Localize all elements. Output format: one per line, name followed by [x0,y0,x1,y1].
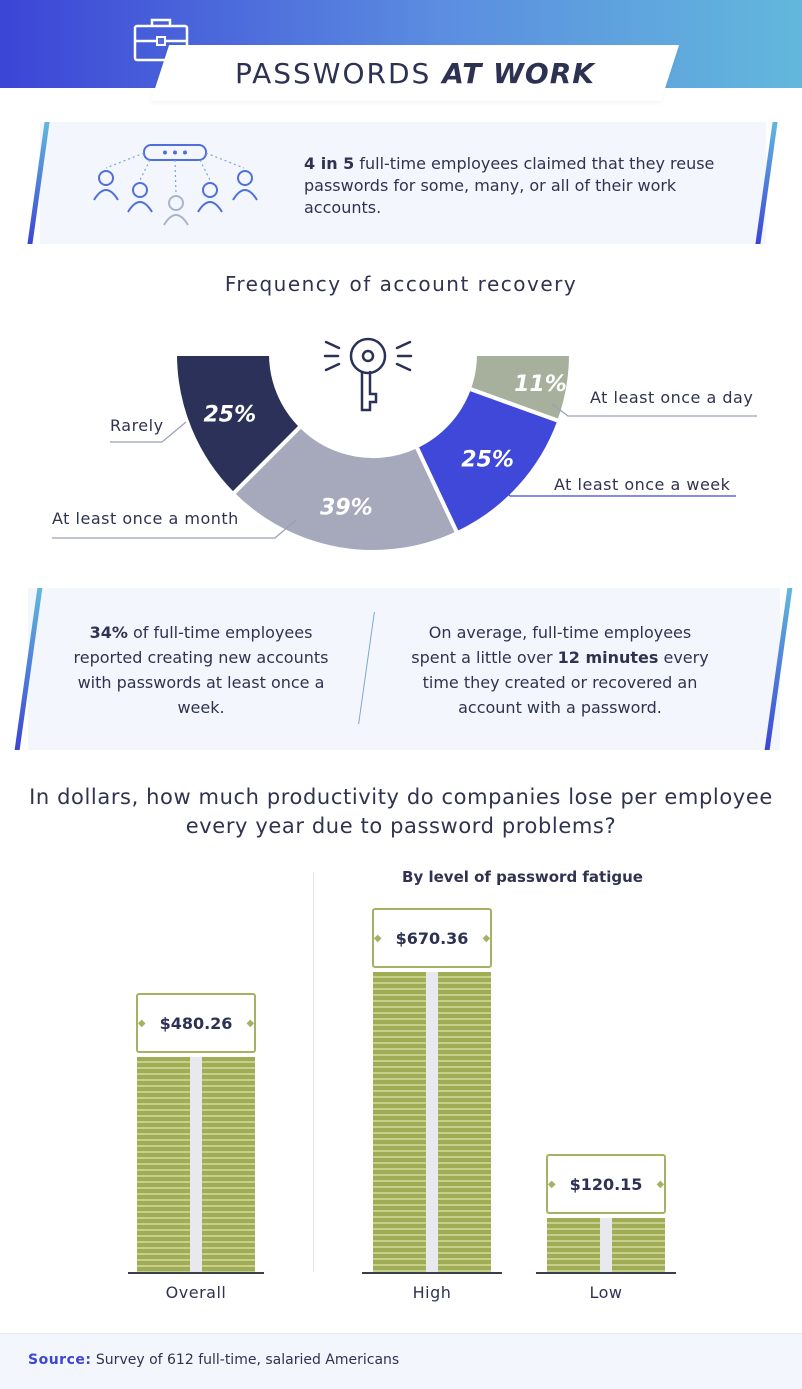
value-label-monthly: 39% [320,496,373,521]
key-icon [323,337,413,412]
footer-rule [0,1333,802,1334]
value-label-low: ◆ $120.15 ◆ [546,1154,666,1215]
group-divider [313,872,314,1272]
value-label-rarely: 25% [203,402,256,427]
productivity-question: In dollars, how much productivity do com… [0,783,802,841]
reuse-stat-text: 4 in 5 full-time employees claimed that … [304,153,734,219]
bar-band-low [600,1218,612,1272]
weekly-accounts-body: of full-time employees reported creating… [73,623,329,717]
value-label-overall: ◆ $480.26 ◆ [136,993,256,1054]
category-label-high: High [412,1283,452,1302]
diamond-icon: ◆ [656,1178,665,1190]
briefcase-icon [133,18,189,62]
source-note: Source: Survey of 612 full-time, salarie… [28,1352,399,1368]
source-label: Source: [28,1352,92,1368]
diamond-icon: ◆ [373,932,382,944]
baseline-high [362,1272,502,1274]
leader-line-monthly [52,519,297,539]
leader-line-daily [551,403,757,417]
diamond-icon: ◆ [246,1017,255,1029]
label-weekly: At least once a week [554,475,731,494]
value-text-high: $670.36 [395,928,469,948]
recovery-chart-title: Frequency of account recovery [224,272,578,296]
minutes-stat-bold: 12 minutes [557,648,659,667]
diamond-icon: ◆ [547,1178,556,1190]
reuse-stat-body: full-time employees claimed that they re… [304,154,715,217]
slice-monthly [230,423,460,554]
value-text-overall: $480.26 [159,1013,233,1033]
leader-line-weekly [495,479,736,497]
reuse-stat-bold: 4 in 5 [304,154,355,173]
bar-band-overall [190,1057,202,1272]
value-label-daily: 11% [514,372,567,397]
weekly-accounts-stat: 34% of full-time employees reported crea… [72,620,330,720]
baseline-low [536,1272,676,1274]
diamond-icon: ◆ [137,1017,146,1029]
page-title: PASSWORDS AT WORK [160,52,670,96]
minutes-stat-pre: On average, full-time employees spent a … [411,623,692,667]
account-stats-panel [28,588,780,750]
question-line-1: In dollars, how much productivity do com… [29,785,773,809]
bar-band-high [426,972,438,1272]
baseline-overall [128,1272,264,1274]
footer [0,1333,802,1389]
reuse-stat-panel [40,122,766,244]
category-label-overall: Overall [165,1283,227,1302]
people-network-icon [93,144,258,226]
label-monthly: At least once a month [52,509,239,528]
fatigue-group-title: By level of password fatigue [402,868,643,886]
minutes-stat-post: every time they created or recovered an … [422,648,709,717]
source-text: Survey of 612 full-time, salaried Americ… [95,1352,400,1368]
minutes-stat: On average, full-time employees spent a … [404,620,716,720]
recovery-donut-chart: 25% 39% 25% 11% [52,352,757,554]
title-bold: AT WORK [442,57,595,90]
value-text-low: $120.15 [569,1174,643,1194]
diamond-icon: ◆ [482,932,491,944]
title-light: PASSWORDS [234,57,432,90]
question-line-2: every year due to password problems? [185,814,617,838]
weekly-accounts-bold: 34% [89,623,128,642]
label-daily: At least once a day [590,388,754,407]
value-label-high: ◆ $670.36 ◆ [372,908,492,968]
leader-line-rarely [110,421,187,443]
slice-daily [466,352,574,424]
label-rarely: Rarely [110,416,164,435]
value-label-weekly: 25% [461,447,514,472]
category-label-low: Low [589,1283,623,1302]
